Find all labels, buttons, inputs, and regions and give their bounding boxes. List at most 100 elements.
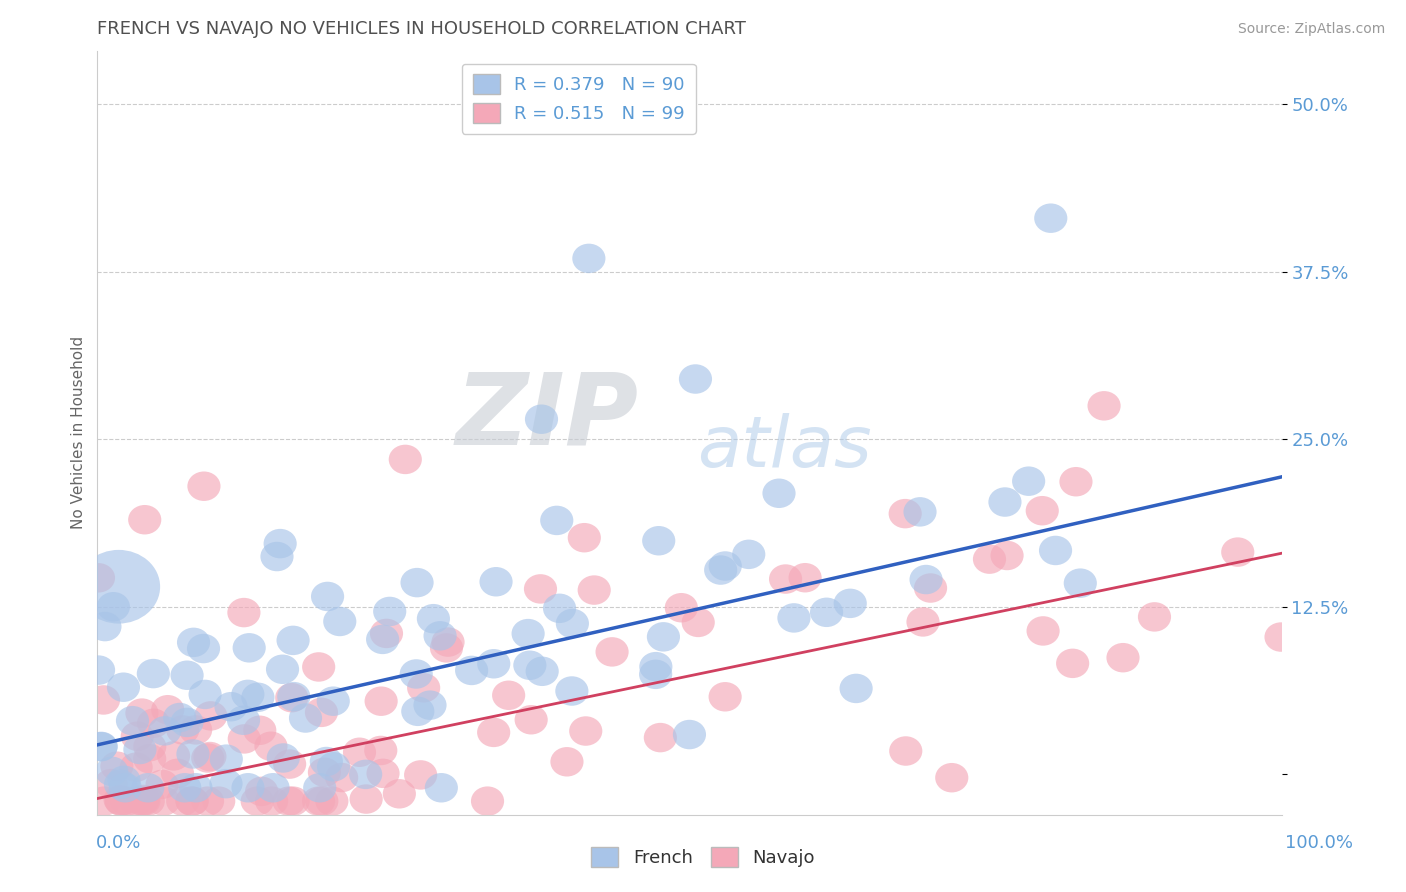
- Ellipse shape: [640, 652, 672, 681]
- Ellipse shape: [160, 758, 194, 788]
- Ellipse shape: [110, 787, 143, 816]
- Ellipse shape: [550, 747, 583, 777]
- Ellipse shape: [350, 784, 382, 814]
- Ellipse shape: [810, 598, 844, 627]
- Ellipse shape: [513, 650, 547, 680]
- Ellipse shape: [904, 497, 936, 526]
- Ellipse shape: [364, 736, 398, 765]
- Ellipse shape: [157, 741, 190, 771]
- Ellipse shape: [82, 563, 115, 592]
- Ellipse shape: [267, 743, 299, 772]
- Ellipse shape: [839, 673, 873, 703]
- Ellipse shape: [704, 556, 737, 585]
- Ellipse shape: [1222, 537, 1254, 566]
- Ellipse shape: [96, 756, 128, 786]
- Ellipse shape: [479, 567, 513, 597]
- Ellipse shape: [309, 747, 343, 776]
- Ellipse shape: [124, 735, 156, 764]
- Ellipse shape: [665, 593, 697, 623]
- Ellipse shape: [388, 445, 422, 475]
- Ellipse shape: [404, 760, 437, 789]
- Ellipse shape: [762, 478, 796, 508]
- Ellipse shape: [889, 736, 922, 765]
- Ellipse shape: [87, 685, 120, 714]
- Ellipse shape: [256, 773, 290, 803]
- Ellipse shape: [540, 506, 574, 535]
- Ellipse shape: [471, 787, 505, 816]
- Ellipse shape: [425, 773, 458, 803]
- Ellipse shape: [115, 706, 149, 735]
- Ellipse shape: [82, 656, 115, 685]
- Ellipse shape: [254, 731, 288, 761]
- Ellipse shape: [302, 787, 335, 816]
- Ellipse shape: [94, 769, 128, 798]
- Ellipse shape: [640, 659, 672, 690]
- Text: 0.0%: 0.0%: [96, 834, 141, 852]
- Ellipse shape: [288, 703, 322, 732]
- Ellipse shape: [120, 753, 153, 782]
- Ellipse shape: [343, 738, 375, 767]
- Ellipse shape: [145, 770, 179, 799]
- Ellipse shape: [169, 773, 201, 803]
- Ellipse shape: [643, 526, 675, 556]
- Ellipse shape: [323, 607, 356, 636]
- Ellipse shape: [107, 765, 141, 795]
- Ellipse shape: [108, 773, 142, 803]
- Ellipse shape: [188, 680, 222, 709]
- Ellipse shape: [512, 619, 544, 648]
- Ellipse shape: [399, 659, 433, 689]
- Ellipse shape: [349, 760, 382, 789]
- Ellipse shape: [214, 692, 247, 722]
- Ellipse shape: [132, 787, 165, 816]
- Ellipse shape: [107, 673, 141, 702]
- Ellipse shape: [889, 499, 922, 528]
- Ellipse shape: [682, 607, 714, 637]
- Ellipse shape: [128, 787, 160, 816]
- Ellipse shape: [263, 529, 297, 558]
- Ellipse shape: [84, 732, 118, 762]
- Ellipse shape: [988, 487, 1022, 516]
- Ellipse shape: [136, 659, 170, 689]
- Ellipse shape: [187, 634, 221, 664]
- Ellipse shape: [644, 723, 676, 752]
- Ellipse shape: [910, 565, 942, 594]
- Ellipse shape: [89, 612, 121, 641]
- Ellipse shape: [273, 787, 305, 816]
- Ellipse shape: [456, 656, 488, 685]
- Ellipse shape: [84, 731, 118, 761]
- Ellipse shape: [232, 633, 266, 663]
- Ellipse shape: [935, 763, 969, 792]
- Ellipse shape: [176, 787, 208, 816]
- Ellipse shape: [578, 575, 610, 605]
- Text: Source: ZipAtlas.com: Source: ZipAtlas.com: [1237, 22, 1385, 37]
- Ellipse shape: [276, 683, 308, 713]
- Ellipse shape: [77, 549, 160, 624]
- Ellipse shape: [1264, 623, 1298, 652]
- Text: ZIP: ZIP: [456, 369, 638, 466]
- Ellipse shape: [1107, 643, 1140, 673]
- Ellipse shape: [209, 769, 243, 798]
- Ellipse shape: [1087, 391, 1121, 420]
- Legend: French, Navajo: French, Navajo: [583, 839, 823, 874]
- Ellipse shape: [194, 742, 226, 772]
- Ellipse shape: [125, 698, 159, 728]
- Ellipse shape: [277, 625, 309, 655]
- Ellipse shape: [305, 698, 337, 727]
- Ellipse shape: [131, 773, 165, 803]
- Ellipse shape: [166, 715, 200, 745]
- Ellipse shape: [555, 608, 589, 639]
- Ellipse shape: [423, 621, 457, 650]
- Ellipse shape: [277, 681, 311, 712]
- Ellipse shape: [260, 541, 294, 571]
- Ellipse shape: [231, 680, 264, 709]
- Ellipse shape: [179, 715, 212, 745]
- Ellipse shape: [170, 707, 204, 737]
- Ellipse shape: [526, 657, 558, 686]
- Ellipse shape: [242, 682, 274, 712]
- Ellipse shape: [120, 787, 152, 816]
- Text: atlas: atlas: [697, 413, 872, 483]
- Ellipse shape: [277, 787, 309, 816]
- Ellipse shape: [524, 404, 558, 434]
- Ellipse shape: [430, 633, 463, 663]
- Ellipse shape: [1035, 203, 1067, 233]
